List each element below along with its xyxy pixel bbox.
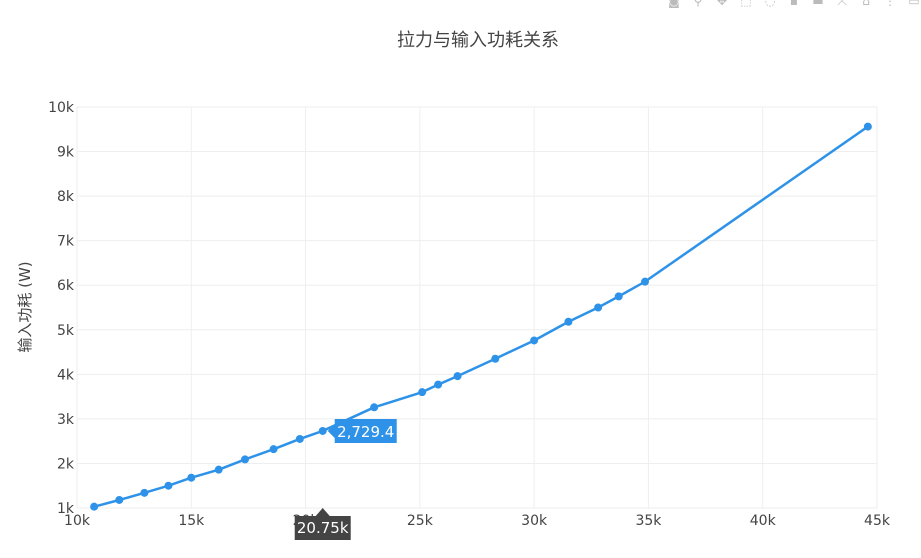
hover-layer: 2,729.4 20.75k — [294, 418, 397, 540]
y-tick-label: 8k — [57, 189, 75, 205]
y-tick-label: 9k — [57, 145, 75, 161]
data-point[interactable] — [318, 426, 327, 435]
y-tick-label: 6k — [57, 278, 75, 294]
zoom-out-icon[interactable]: ▬ — [812, 0, 824, 8]
data-point[interactable] — [641, 277, 649, 286]
y-tick-label: 7k — [57, 234, 75, 250]
zoom-in-icon[interactable]: ▪ — [789, 0, 799, 8]
data-point[interactable] — [90, 502, 99, 511]
data-point[interactable] — [269, 445, 278, 454]
data-point[interactable] — [863, 122, 872, 131]
compare-hover-icon[interactable]: ▭ — [908, 0, 920, 8]
camera-icon[interactable]: ◙ — [668, 0, 680, 8]
modebar: ◙ ⚲ ✥ ⬚ ◌ ▪ ▬ ⤧ ⌂ ⋮ ▭ — [667, 0, 921, 8]
y-axis-ticks: 1k 2k 3k 4k 5k 6k 7k 8k 9k 10k — [48, 100, 75, 517]
chart-title: 拉力与输入功耗关系 — [397, 30, 559, 51]
x-tick-label: 15k — [178, 513, 205, 529]
y-tick-label: 3k — [57, 412, 75, 428]
x-tick-label: 40k — [750, 513, 777, 529]
data-point[interactable] — [370, 403, 379, 412]
data-point[interactable] — [418, 388, 427, 397]
data-point[interactable] — [453, 372, 462, 381]
x-tick-label: 35k — [635, 513, 662, 529]
x-tick-label: 10k — [64, 513, 91, 529]
x-tick-label: 45k — [864, 513, 891, 529]
x-tick-label: 25k — [407, 513, 434, 529]
data-point[interactable] — [434, 380, 443, 389]
data-point[interactable] — [491, 354, 500, 363]
y-tick-label: 2k — [57, 456, 75, 472]
data-point[interactable] — [295, 434, 304, 443]
x-tick-label: 30k — [521, 513, 548, 529]
hover-x-label: 20.75k — [294, 508, 351, 540]
svg-text:20.75k: 20.75k — [297, 519, 349, 537]
reset-axes-icon[interactable]: ⌂ — [862, 0, 870, 8]
y-tick-label: 5k — [57, 323, 75, 339]
data-point[interactable] — [214, 465, 223, 474]
data-point[interactable] — [140, 488, 149, 497]
grid — [76, 106, 878, 509]
data-point[interactable] — [115, 495, 124, 504]
box-select-icon[interactable]: ⬚ — [740, 0, 752, 8]
y-tick-label: 4k — [57, 367, 75, 383]
data-point[interactable] — [530, 336, 539, 345]
pan-icon[interactable]: ✥ — [716, 0, 728, 8]
y-tick-label: 10k — [48, 100, 75, 116]
data-point[interactable] — [187, 473, 196, 482]
data-point[interactable] — [614, 292, 623, 301]
autoscale-icon[interactable]: ⤧ — [837, 0, 847, 8]
lasso-icon[interactable]: ◌ — [764, 0, 776, 8]
series-line — [93, 125, 869, 508]
hover-y-label: 2,729.4 — [327, 418, 397, 443]
spike-lines-icon[interactable]: ⋮ — [884, 0, 896, 8]
svg-text:2,729.4: 2,729.4 — [337, 423, 394, 441]
data-point[interactable] — [241, 455, 249, 464]
x-axis-ticks: 10k15k20k25k30k35k40k45k — [64, 513, 891, 529]
zoom-icon[interactable]: ⚲ — [693, 0, 703, 8]
y-tick-label: 1k — [57, 501, 75, 517]
series-layer — [90, 122, 872, 511]
y-axis-label: 输入功耗 (W) — [16, 261, 34, 352]
data-point[interactable] — [164, 481, 173, 490]
data-point[interactable] — [594, 303, 603, 312]
data-point[interactable] — [564, 317, 573, 326]
